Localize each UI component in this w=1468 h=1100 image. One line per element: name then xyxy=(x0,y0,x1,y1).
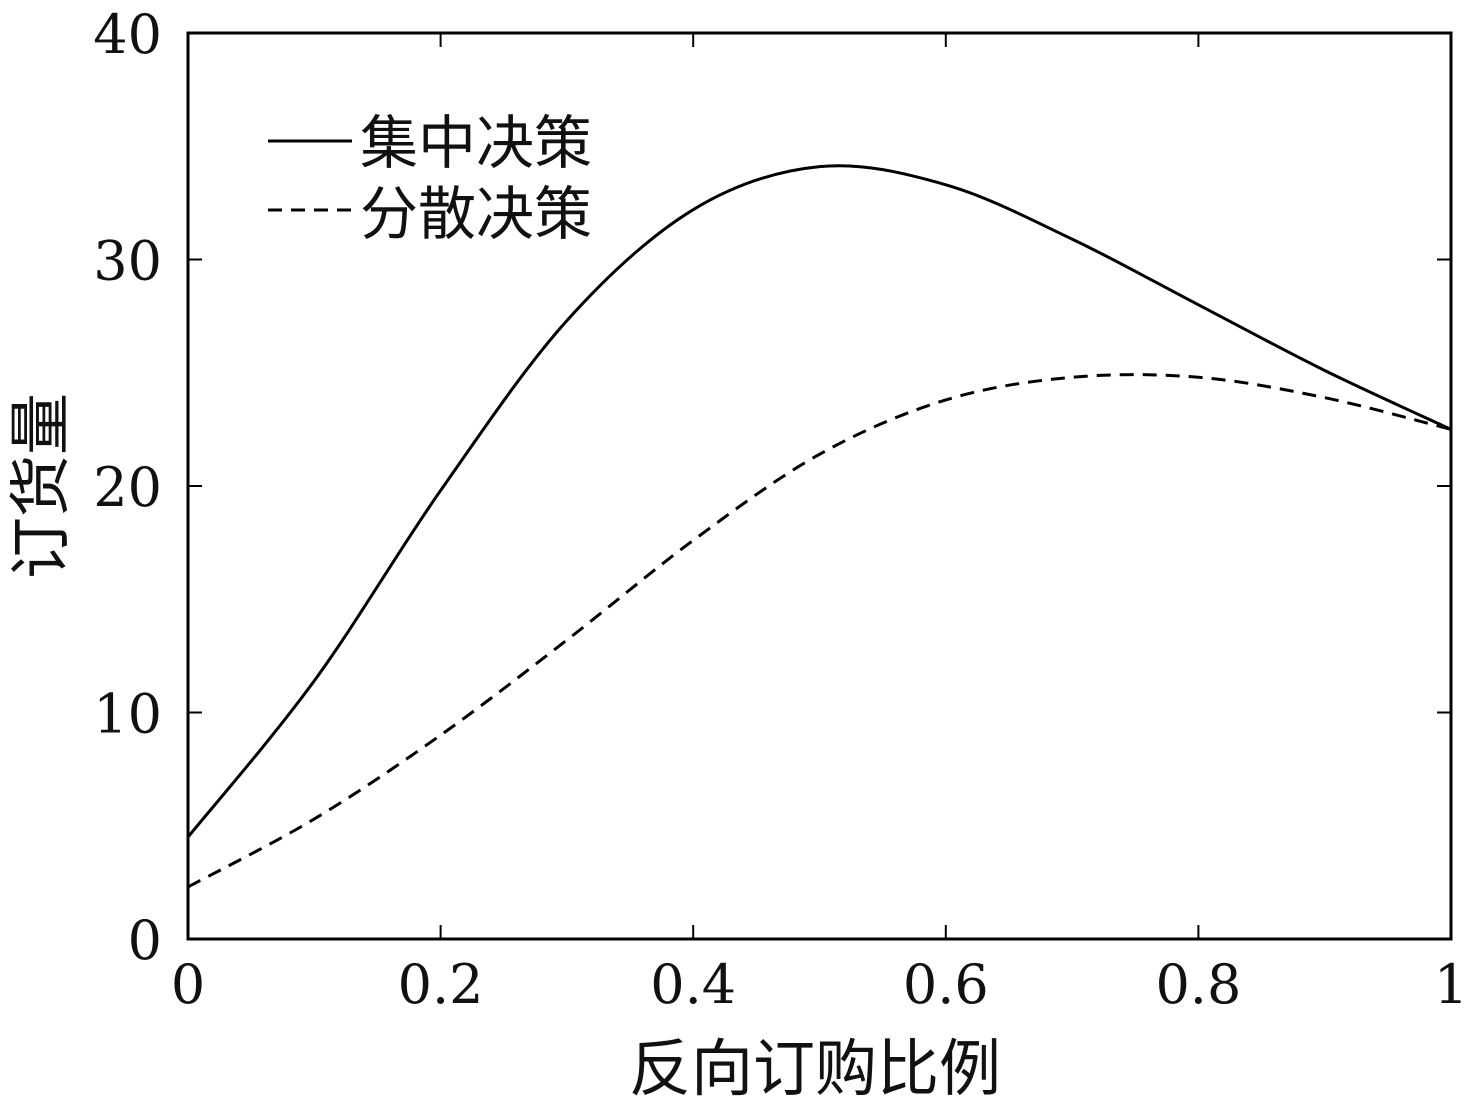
x-tick-label: 1 xyxy=(1434,953,1468,1016)
legend-label-decentralized: 分散决策 xyxy=(360,180,592,248)
x-tick-label: 0.2 xyxy=(398,953,484,1016)
x-axis-label: 反向订购比例 xyxy=(629,1032,1001,1100)
legend-label-centralized: 集中决策 xyxy=(360,109,592,177)
y-tick-label: 40 xyxy=(93,3,162,66)
y-tick-label: 10 xyxy=(93,683,162,746)
y-tick-label: 30 xyxy=(93,230,162,293)
x-tick-label: 0.6 xyxy=(903,953,989,1016)
y-axis-label: 订货量 xyxy=(4,393,77,579)
x-tick-label: 0 xyxy=(171,953,205,1016)
y-tick-label: 0 xyxy=(128,909,162,972)
y-tick-label: 20 xyxy=(93,456,162,519)
x-tick-label: 0.8 xyxy=(1155,953,1241,1016)
series-line-decentralized xyxy=(187,373,1452,889)
series-line-centralized xyxy=(186,164,1452,839)
plot-frame xyxy=(186,31,1453,941)
x-tick-label: 0.4 xyxy=(650,953,736,1016)
legend: 集中决策 分散决策 xyxy=(268,109,592,248)
